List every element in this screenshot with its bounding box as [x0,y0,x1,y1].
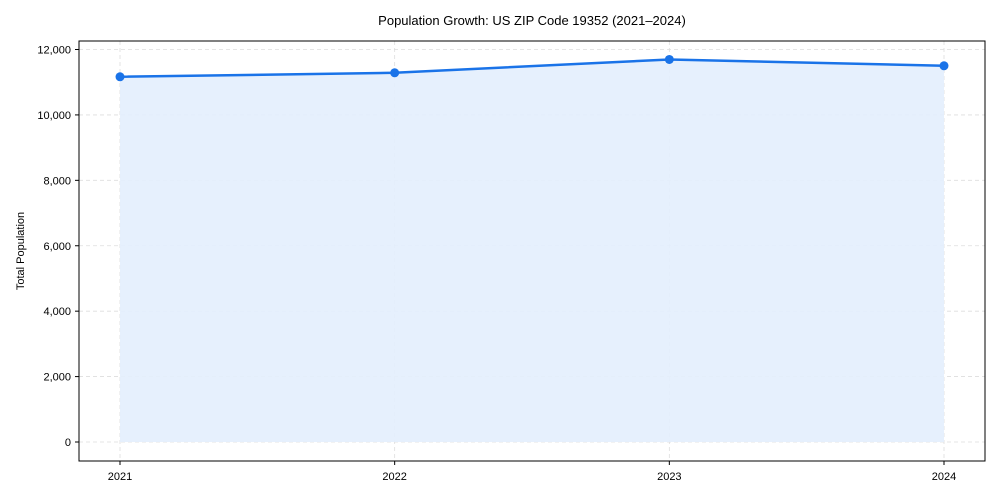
x-tick-label: 2024 [932,471,956,483]
data-point [939,61,949,71]
x-axis-ticks: 2021 2022 2023 2024 [108,461,956,483]
y-tick-label: 12,000 [37,45,71,57]
plot-frame [78,40,986,462]
chart-title: Population Growth: US ZIP Code 19352 (20… [378,13,686,28]
y-tick-label: 0 [65,437,71,449]
data-series [115,54,949,82]
y-tick-label: 4,000 [43,306,71,318]
data-point [390,68,400,78]
y-tick-label: 2,000 [43,372,71,384]
y-axis-ticks: 0 2,000 4,000 6,000 8,000 10,000 12,000 [37,45,79,449]
y-tick-label: 6,000 [43,241,71,253]
x-tick-label: 2021 [108,471,132,483]
x-tick-label: 2022 [382,471,406,483]
y-axis-label: Total Population [15,212,27,290]
data-point [664,54,674,64]
area-fill [120,59,944,442]
y-tick-label: 10,000 [37,110,71,122]
y-tick-label: 8,000 [43,175,71,187]
x-tick-label: 2023 [657,471,681,483]
data-point [115,72,125,82]
